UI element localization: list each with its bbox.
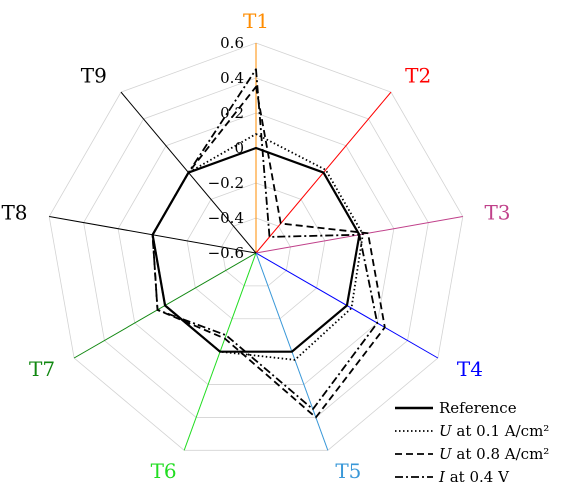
axis-label-t3: T3 — [484, 201, 510, 225]
axis-label-t5: T5 — [335, 459, 361, 483]
axis-label-t4: T4 — [457, 357, 483, 381]
series-lines — [151, 68, 386, 419]
grid-ring — [48, 42, 464, 451]
tick-label: −0.2 — [208, 174, 244, 192]
legend-label-3: I at 0.4 V — [438, 468, 510, 485]
tick-label: 0.4 — [220, 69, 244, 87]
legend-label-1: U at 0.1 A/cm² — [439, 422, 549, 440]
axis-label-t1: T1 — [243, 9, 269, 33]
legend-label-2: U at 0.8 A/cm² — [439, 445, 549, 463]
legend-label-0: Reference — [439, 399, 517, 417]
tick-labels: 0.6 0.4 0.2 0 −0.2 −0.4 −0.6 — [208, 34, 244, 262]
series-line-2 — [151, 85, 386, 419]
axis-label-t9: T9 — [81, 63, 107, 87]
axis-labels: T1 T2 T3 T4 T5 T6 T7 T8 T9 — [1, 9, 510, 483]
tick-label: −0.4 — [208, 209, 244, 227]
axis-label-t6: T6 — [151, 459, 177, 483]
axis-label-t2: T2 — [405, 63, 431, 87]
grid-ring — [83, 77, 429, 418]
tick-label: −0.6 — [208, 244, 244, 262]
axis-label-t7: T7 — [29, 357, 55, 381]
tick-label: 0.2 — [220, 104, 244, 122]
grid-ring — [117, 112, 395, 385]
tick-label: 0 — [234, 139, 244, 157]
grid-ring — [186, 182, 326, 320]
series-line-3 — [151, 68, 379, 411]
legend: Reference U at 0.1 A/cm² U at 0.8 A/cm² I a… — [395, 399, 549, 485]
tick-label: 0.6 — [220, 34, 244, 52]
axis-label-t8: T8 — [1, 201, 27, 225]
